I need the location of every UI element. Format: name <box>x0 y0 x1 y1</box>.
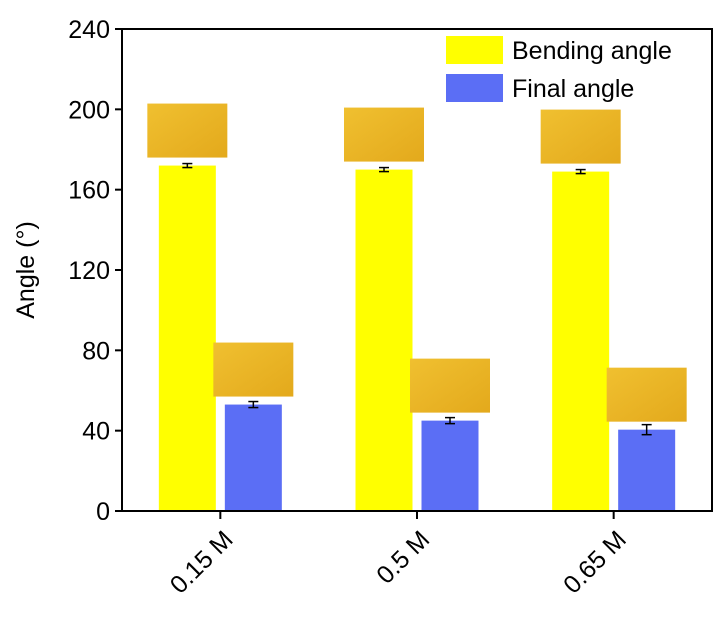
bar <box>159 166 216 511</box>
legend-swatch <box>446 36 503 64</box>
inset-photo <box>213 343 293 397</box>
inset-photo <box>607 368 687 422</box>
y-axis-label: Angle (°) <box>12 221 40 319</box>
inset-photo <box>147 104 227 158</box>
y-tick-label: 0 <box>96 498 110 526</box>
bar <box>618 430 675 511</box>
bar <box>422 421 479 511</box>
inset-photo <box>410 359 490 413</box>
y-tick-label: 120 <box>68 257 110 285</box>
legend-swatch <box>446 74 503 102</box>
x-tick-label: 0.65 M <box>558 525 632 599</box>
y-tick-label: 160 <box>68 177 110 205</box>
inset-photo <box>541 110 621 164</box>
y-tick-label: 80 <box>82 337 110 365</box>
x-tick-label: 0.5 M <box>371 525 435 589</box>
chart: Angle (°) 0 40 80 120 160 200 240 0.15 M 0.5 M 0.… <box>0 0 720 624</box>
legend-label: Final angle <box>512 75 634 103</box>
inset-photo <box>344 108 424 162</box>
y-tick-label: 200 <box>68 96 110 124</box>
bar <box>356 170 413 511</box>
legend-label: Bending angle <box>512 37 672 65</box>
y-tick-label: 40 <box>82 418 110 446</box>
bar <box>552 172 609 511</box>
x-tick-label: 0.15 M <box>165 525 239 599</box>
bar <box>225 405 282 511</box>
y-tick-label: 240 <box>68 16 110 44</box>
